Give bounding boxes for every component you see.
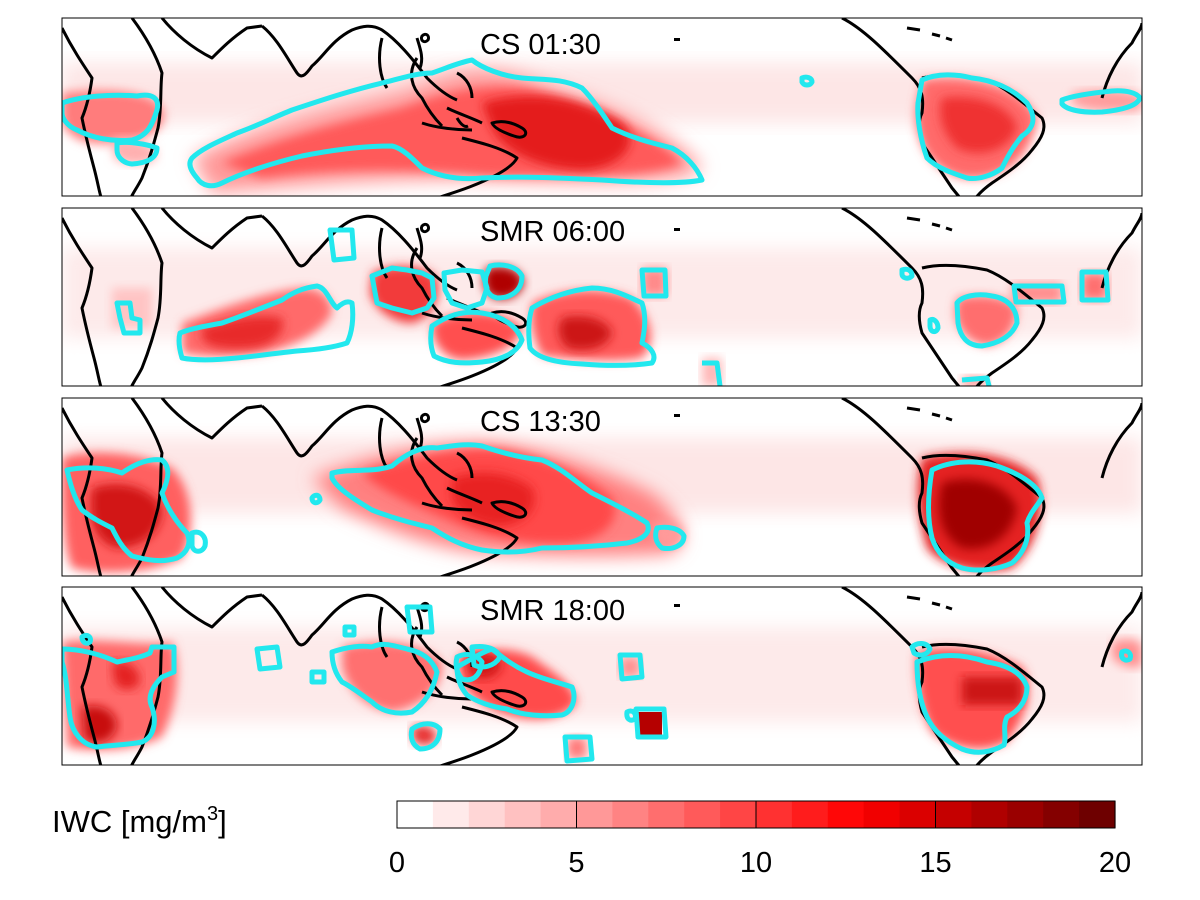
colorbar-step	[540, 801, 578, 828]
title-marker	[674, 414, 680, 417]
iwc-contours	[62, 604, 1133, 764]
panel-frame	[61, 17, 1143, 197]
colorbar-step	[1079, 801, 1116, 828]
colorbar-step	[863, 801, 901, 828]
colorbar-label-end: ]	[218, 804, 227, 839]
title-marker	[674, 228, 680, 231]
colorbar-step	[1007, 801, 1044, 828]
colorbar-tick-label: 10	[740, 847, 772, 879]
colorbar-step	[971, 801, 1008, 828]
iwc-field	[62, 438, 1142, 573]
coastlines	[62, 398, 1142, 576]
panel-title: SMR 18:00	[480, 595, 625, 627]
iwc-contours	[62, 57, 1142, 189]
colorbar-tick-label: 5	[568, 847, 584, 879]
panel-title: CS 13:30	[480, 406, 601, 438]
panel-frame	[61, 397, 1143, 577]
colorbar-step	[576, 801, 613, 828]
map-panel-smr-0600: SMR 06:00	[61, 207, 1143, 387]
colorbar-step	[935, 801, 972, 828]
map-panel-smr-1800: SMR 18:00	[61, 586, 1143, 766]
colorbar-step	[756, 801, 793, 828]
iwc-contours	[64, 442, 1045, 573]
colorbar-step	[827, 801, 865, 828]
colorbar-tick-label: 0	[389, 847, 405, 879]
colorbar-step	[468, 801, 506, 828]
panel-title: SMR 06:00	[480, 216, 625, 248]
title-marker	[674, 604, 680, 607]
colorbar-step	[612, 801, 649, 828]
panel-frame	[61, 207, 1143, 387]
colorbar-step	[648, 801, 685, 828]
colorbar-tick-label: 15	[919, 847, 951, 879]
colorbar-step	[899, 801, 937, 828]
title-marker	[674, 38, 680, 41]
colorbar-label-main: IWC [mg/m	[52, 804, 207, 839]
iwc-field	[62, 248, 1142, 386]
colorbar-label: IWC [mg/m3]	[52, 803, 227, 839]
colorbar-step	[720, 801, 757, 828]
map-panel-cs-1330: CS 13:30	[61, 397, 1143, 577]
colorbar-step	[684, 801, 721, 828]
colorbar-step	[791, 801, 829, 828]
panel-frame	[61, 586, 1143, 766]
coastlines	[62, 208, 1142, 386]
panel-title: CS 01:30	[480, 29, 601, 61]
colorbar: 0 5 10 15 20	[389, 800, 1131, 879]
colorbar-tick-label: 20	[1099, 847, 1131, 879]
colorbar-step	[504, 801, 542, 828]
colorbar-step	[1043, 801, 1080, 828]
colorbar-label-superscript: 3	[207, 803, 218, 825]
svg-text:IWC [mg/m3]: IWC [mg/m3]	[52, 803, 227, 839]
iwc-field	[62, 63, 1142, 193]
iwc-contours	[114, 227, 1111, 386]
map-panel-cs-0130: CS 01:30	[61, 17, 1143, 197]
colorbar-step	[397, 801, 434, 828]
colorbar-step	[432, 801, 470, 828]
